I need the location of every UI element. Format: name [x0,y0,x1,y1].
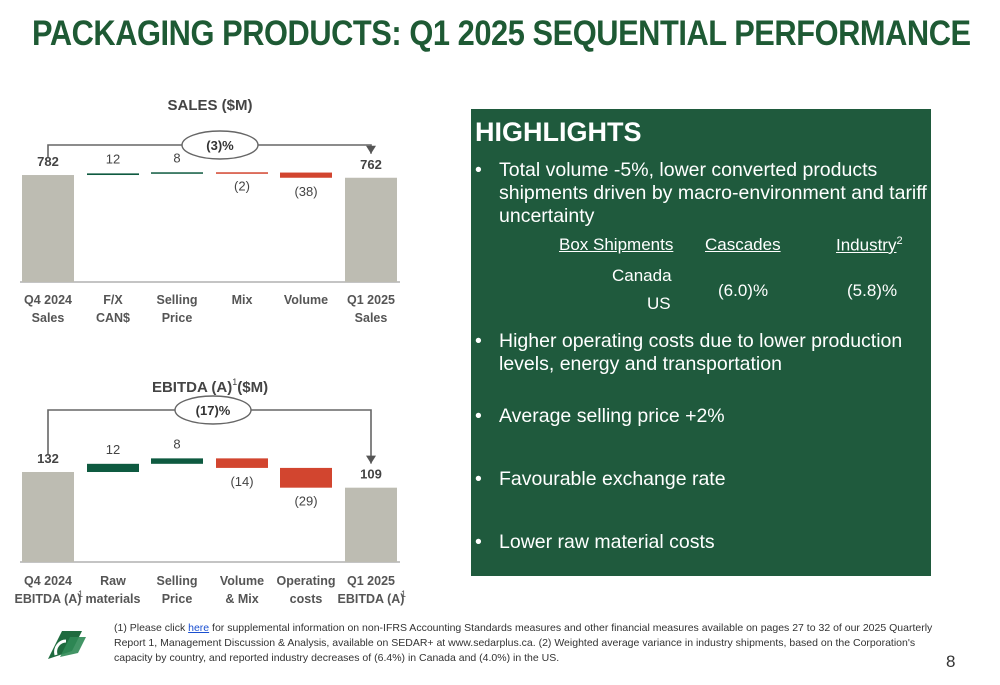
change-label: (3)% [206,138,234,153]
footnote: (1) Please click here for supplemental i… [114,622,933,664]
tick-label: Mix [232,293,253,307]
waterfall-bar [280,172,332,178]
data-label: 782 [37,154,59,169]
highlights-title: HIGHLIGHTS [475,117,642,147]
footnote-marker: 1 [401,589,406,599]
change-oval [174,395,252,425]
waterfall-bar [280,467,332,488]
chart-title: EBITDA (A)1($M) [152,377,268,396]
table-industry-value: (5.8)% [847,281,898,300]
data-label: 12 [106,151,120,166]
tick-label: Raw materials [86,574,141,606]
waterfall-bar [151,172,203,174]
sales-waterfall-chart: SALES ($M) (3)% 782 12 8 (2) (38) 762 Q4 2024 Sal… [20,97,400,325]
here-link[interactable]: here [188,622,210,634]
tick-label: Q1 2025 EBITDA (A) [338,574,405,606]
footnote-marker: 2 [896,235,903,247]
waterfall-bar [216,458,268,468]
data-label: (29) [294,494,317,509]
change-label: (17)% [196,403,231,418]
table-header-box-shipments: Box Shipments [559,235,674,254]
table-cascades-value: (6.0)% [718,281,769,300]
waterfall-bar [151,458,203,464]
table-header-industry: Industry2 [836,235,903,255]
waterfall-bar [345,177,397,282]
waterfall-bar [345,487,397,562]
data-label: (38) [294,184,317,199]
tick-label: Volume [284,293,328,307]
tick-label: Operating costs [276,574,335,606]
arrow-head-icon [366,455,376,464]
footnote-marker: 1 [78,589,83,599]
waterfall-bar [22,472,74,562]
chart-title: SALES ($M) [167,97,252,114]
waterfall-bar [87,463,139,473]
table-row-canada: Canada [612,266,672,285]
table-row-us: US [647,294,671,313]
page-title: PACKAGING PRODUCTS: Q1 2025 SEQUENTIAL P… [32,14,971,53]
bullet-symbol: • [475,159,482,181]
highlight-text: Favourable exchange rate [499,468,726,490]
data-label: (2) [234,179,250,194]
highlight-bullet: • Favourable exchange rate [475,468,927,491]
tick-label: Selling Price [157,574,198,606]
data-label: 109 [360,467,382,482]
waterfall-bar [216,172,268,174]
highlights-panel: HIGHLIGHTS • Total volume -5%, lower con… [471,109,931,576]
company-logo [48,631,86,659]
data-label: 8 [173,150,180,165]
data-label: 132 [37,451,59,466]
waterfall-bar [22,175,74,282]
tick-label: Q4 2024 Sales [24,293,72,325]
data-label: 762 [360,157,382,172]
tick-label: F/X CAN$ [96,293,130,325]
highlight-text: Average selling price +2% [499,405,725,427]
tick-label: Q4 2024 EBITDA (A) [15,574,82,606]
data-label: 12 [106,442,120,457]
arrow-head-icon [366,145,376,154]
waterfall-bar [87,173,139,176]
highlight-bullet: • Total volume -5%, lower converted prod… [475,159,927,228]
tick-label: Q1 2025 Sales [347,293,395,325]
highlight-bullet: • Higher operating costs due to lower pr… [475,330,927,376]
data-label: (14) [230,474,253,489]
highlight-text: Lower raw material costs [499,531,715,553]
highlight-text: Higher operating costs due to lower prod… [499,330,903,375]
page-number: 8 [946,652,956,671]
tick-label: Selling Price [157,293,198,325]
tick-label: Volume & Mix [220,574,264,606]
ebitda-waterfall-chart: EBITDA (A)1($M) (17)% 132 12 8 (14) (29) 109 Q4 … [15,377,406,606]
highlight-bullet: • Lower raw material costs [475,531,927,554]
table-header-cascades: Cascades [705,235,781,254]
highlight-text: Total volume -5%, lower converted produc… [499,159,927,227]
data-label: 8 [173,436,180,451]
change-oval [181,130,259,160]
highlight-bullet: • Average selling price +2% [475,405,927,428]
